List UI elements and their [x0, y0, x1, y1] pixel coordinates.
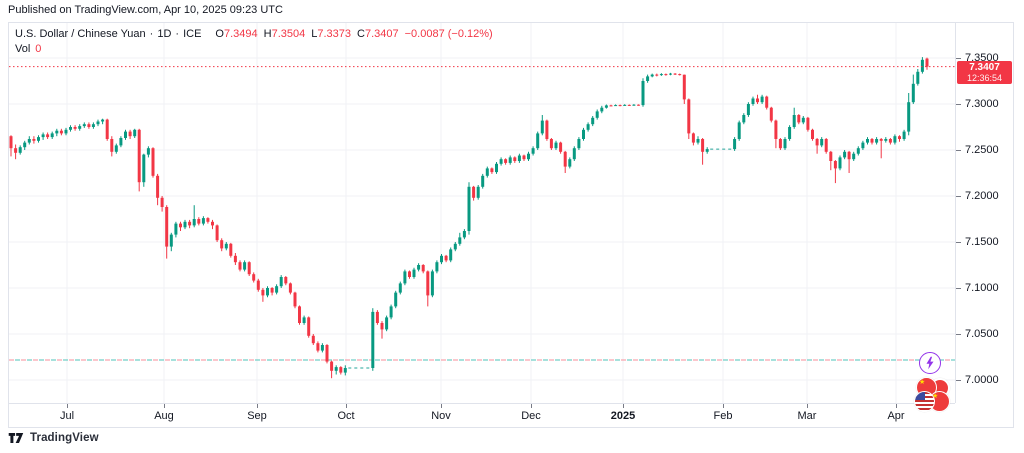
us-flag-icon[interactable]: [914, 391, 935, 412]
time-axis-tick: [346, 404, 347, 408]
time-axis-label: Nov: [431, 410, 451, 422]
price-axis[interactable]: 7.3407 12:36:54 7.3500 7.3000 7.2500 7.2000…: [955, 23, 1014, 403]
time-axis-label: Jul: [59, 410, 75, 422]
price-axis-tick: [956, 242, 961, 243]
price-axis-label: 7.1000: [965, 282, 999, 294]
time-axis-tick: [531, 404, 532, 408]
time-axis[interactable]: Jul Aug Sep Oct Nov Dec 2025 Feb Mar Apr: [9, 403, 955, 428]
price-axis-label: 7.1500: [965, 236, 999, 248]
interval-label[interactable]: 1D: [157, 28, 172, 40]
high-label: H: [263, 28, 272, 40]
price-axis-label: 7.0500: [965, 328, 999, 340]
ohlc-values: O7.3494 H7.3504 L7.3373 C7.3407 −0.0087 (−0.…: [209, 28, 492, 40]
exchange-label: ICE: [183, 28, 202, 40]
volume-value: 0: [35, 43, 42, 55]
time-axis-label: Aug: [154, 410, 174, 422]
time-axis-label: Oct: [337, 410, 355, 422]
legend-line-1: U.S. Dollar / Chinese Yuan · 1D · ICE O7.3494…: [15, 27, 493, 42]
change-value: −0.0087 (−0.12%): [404, 28, 493, 40]
time-axis-label: Sep: [247, 410, 267, 422]
price-axis-tick: [956, 104, 961, 105]
price-axis-label: 7.0000: [965, 374, 999, 386]
open-value: 7.3494: [223, 28, 258, 40]
separator-dot: ·: [175, 28, 180, 40]
price-axis-tick: [956, 196, 961, 197]
attribution-label: TradingView: [30, 432, 99, 444]
price-axis-tick: [956, 150, 961, 151]
badge-price: 7.3407: [969, 61, 1000, 73]
lightning-bolt-icon: [926, 356, 934, 370]
time-axis-label: Feb: [713, 410, 733, 422]
candles-layer: [9, 23, 955, 403]
price-axis-label: 7.3000: [965, 98, 999, 110]
chart-legend: U.S. Dollar / Chinese Yuan · 1D · ICE O7.3494…: [15, 27, 493, 57]
time-axis-label: Mar: [797, 410, 817, 422]
time-axis-label: Dec: [521, 410, 541, 422]
separator-dot: ·: [149, 28, 154, 40]
price-axis-tick: [956, 380, 961, 381]
price-axis-label: 7.2500: [965, 144, 999, 156]
low-value: 7.3373: [317, 28, 352, 40]
legend-line-2: Vol 0: [15, 42, 493, 57]
time-axis-tick: [257, 404, 258, 408]
time-axis-tick: [164, 404, 165, 408]
price-axis-tick: [956, 288, 961, 289]
close-value: 7.3407: [364, 28, 399, 40]
chart-panel: U.S. Dollar / Chinese Yuan · 1D · ICE O7.3494…: [8, 22, 1014, 428]
close-label: C: [357, 28, 365, 40]
plot-area[interactable]: [9, 23, 955, 403]
badge-countdown: 12:36:54: [966, 72, 1003, 83]
time-axis-tick: [441, 404, 442, 408]
time-axis-tick: [723, 404, 724, 408]
tradingview-logo-icon: [8, 433, 24, 443]
time-axis-tick: [623, 404, 624, 408]
time-axis-tick: [807, 404, 808, 408]
last-price-badge: 7.3407 12:36:54: [957, 60, 1012, 84]
flash-icon[interactable]: [919, 352, 941, 374]
price-axis-label: 7.2000: [965, 190, 999, 202]
time-axis-tick: [896, 404, 897, 408]
time-axis-tick: [67, 404, 68, 408]
time-axis-label: 2025: [610, 410, 636, 422]
high-value: 7.3504: [271, 28, 306, 40]
low-label: L: [311, 28, 318, 40]
time-axis-label: Apr: [887, 410, 905, 422]
symbol-title[interactable]: U.S. Dollar / Chinese Yuan: [15, 28, 146, 40]
volume-label: Vol: [15, 43, 31, 55]
tradingview-attribution[interactable]: TradingView: [8, 431, 99, 445]
price-axis-tick: [956, 58, 961, 59]
open-label: O: [215, 28, 224, 40]
published-line: Published on TradingView.com, Apr 10, 20…: [8, 4, 283, 16]
price-axis-tick: [956, 334, 961, 335]
